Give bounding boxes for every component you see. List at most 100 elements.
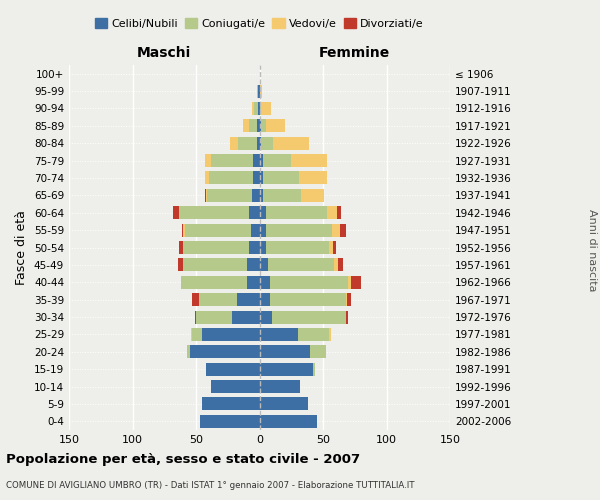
Bar <box>263 172 299 184</box>
Bar <box>260 120 261 132</box>
Bar <box>190 346 260 358</box>
Bar <box>340 224 346 236</box>
Bar <box>269 276 349 289</box>
Bar <box>260 293 269 306</box>
Bar <box>252 189 260 202</box>
Bar <box>260 136 261 149</box>
Bar <box>209 172 253 184</box>
Bar <box>236 293 260 306</box>
Text: Maschi: Maschi <box>137 46 191 60</box>
Bar <box>337 206 341 220</box>
Bar <box>192 328 202 341</box>
Bar <box>187 346 190 358</box>
Bar <box>257 136 260 149</box>
Bar <box>272 310 346 324</box>
Bar <box>260 241 266 254</box>
Bar <box>266 241 329 254</box>
Bar <box>260 189 263 202</box>
Bar <box>205 189 206 202</box>
Bar <box>263 189 301 202</box>
Bar <box>260 328 298 341</box>
Bar <box>250 120 257 132</box>
Bar <box>260 206 266 220</box>
Bar <box>260 362 313 376</box>
Bar <box>260 346 310 358</box>
Bar <box>260 415 317 428</box>
Bar <box>310 346 326 358</box>
Bar <box>179 241 184 254</box>
Bar <box>196 310 232 324</box>
Bar <box>346 310 349 324</box>
Bar <box>329 241 333 254</box>
Bar <box>266 224 332 236</box>
Bar <box>211 380 260 393</box>
Y-axis label: Fasce di età: Fasce di età <box>16 210 28 285</box>
Bar <box>260 224 266 236</box>
Bar <box>195 310 196 324</box>
Bar <box>260 276 269 289</box>
Bar <box>252 102 254 115</box>
Bar <box>299 172 327 184</box>
Bar <box>184 241 250 254</box>
Bar <box>260 84 262 98</box>
Bar <box>232 310 260 324</box>
Bar <box>211 154 253 167</box>
Bar <box>332 224 340 236</box>
Bar <box>274 136 309 149</box>
Bar <box>254 102 258 115</box>
Bar <box>208 189 252 202</box>
Bar <box>327 206 337 220</box>
Bar <box>250 241 260 254</box>
Bar <box>185 224 251 236</box>
Bar <box>349 276 351 289</box>
Bar <box>192 293 199 306</box>
Bar <box>253 172 260 184</box>
Bar <box>313 362 316 376</box>
Bar <box>260 102 261 115</box>
Bar <box>347 293 351 306</box>
Bar <box>298 328 329 341</box>
Bar <box>205 172 209 184</box>
Bar <box>173 206 179 220</box>
Bar <box>257 84 258 98</box>
Bar <box>334 258 338 272</box>
Bar <box>199 293 236 306</box>
Bar <box>260 310 272 324</box>
Text: Anni di nascita: Anni di nascita <box>587 209 597 291</box>
Bar <box>351 276 361 289</box>
Bar <box>291 154 327 167</box>
Bar <box>260 380 300 393</box>
Bar <box>247 276 260 289</box>
Bar <box>260 398 308 410</box>
Text: Popolazione per età, sesso e stato civile - 2007: Popolazione per età, sesso e stato civil… <box>6 452 360 466</box>
Bar <box>202 398 260 410</box>
Bar <box>268 258 334 272</box>
Bar <box>179 206 250 220</box>
Bar <box>250 206 260 220</box>
Bar <box>238 136 257 149</box>
Bar <box>333 241 336 254</box>
Bar <box>206 189 208 202</box>
Bar <box>301 189 324 202</box>
Bar <box>178 258 184 272</box>
Bar <box>258 84 260 98</box>
Bar <box>261 136 274 149</box>
Bar <box>260 172 263 184</box>
Bar <box>260 154 263 167</box>
Bar <box>206 362 260 376</box>
Bar <box>258 102 260 115</box>
Bar <box>202 328 260 341</box>
Bar <box>251 224 260 236</box>
Bar <box>243 120 250 132</box>
Bar <box>205 154 211 167</box>
Bar <box>329 328 331 341</box>
Bar <box>253 154 260 167</box>
Bar <box>263 154 291 167</box>
Bar <box>182 224 184 236</box>
Bar <box>261 120 266 132</box>
Bar <box>191 328 192 341</box>
Bar <box>266 120 285 132</box>
Text: Femmine: Femmine <box>319 46 391 60</box>
Bar <box>260 258 268 272</box>
Bar <box>261 102 271 115</box>
